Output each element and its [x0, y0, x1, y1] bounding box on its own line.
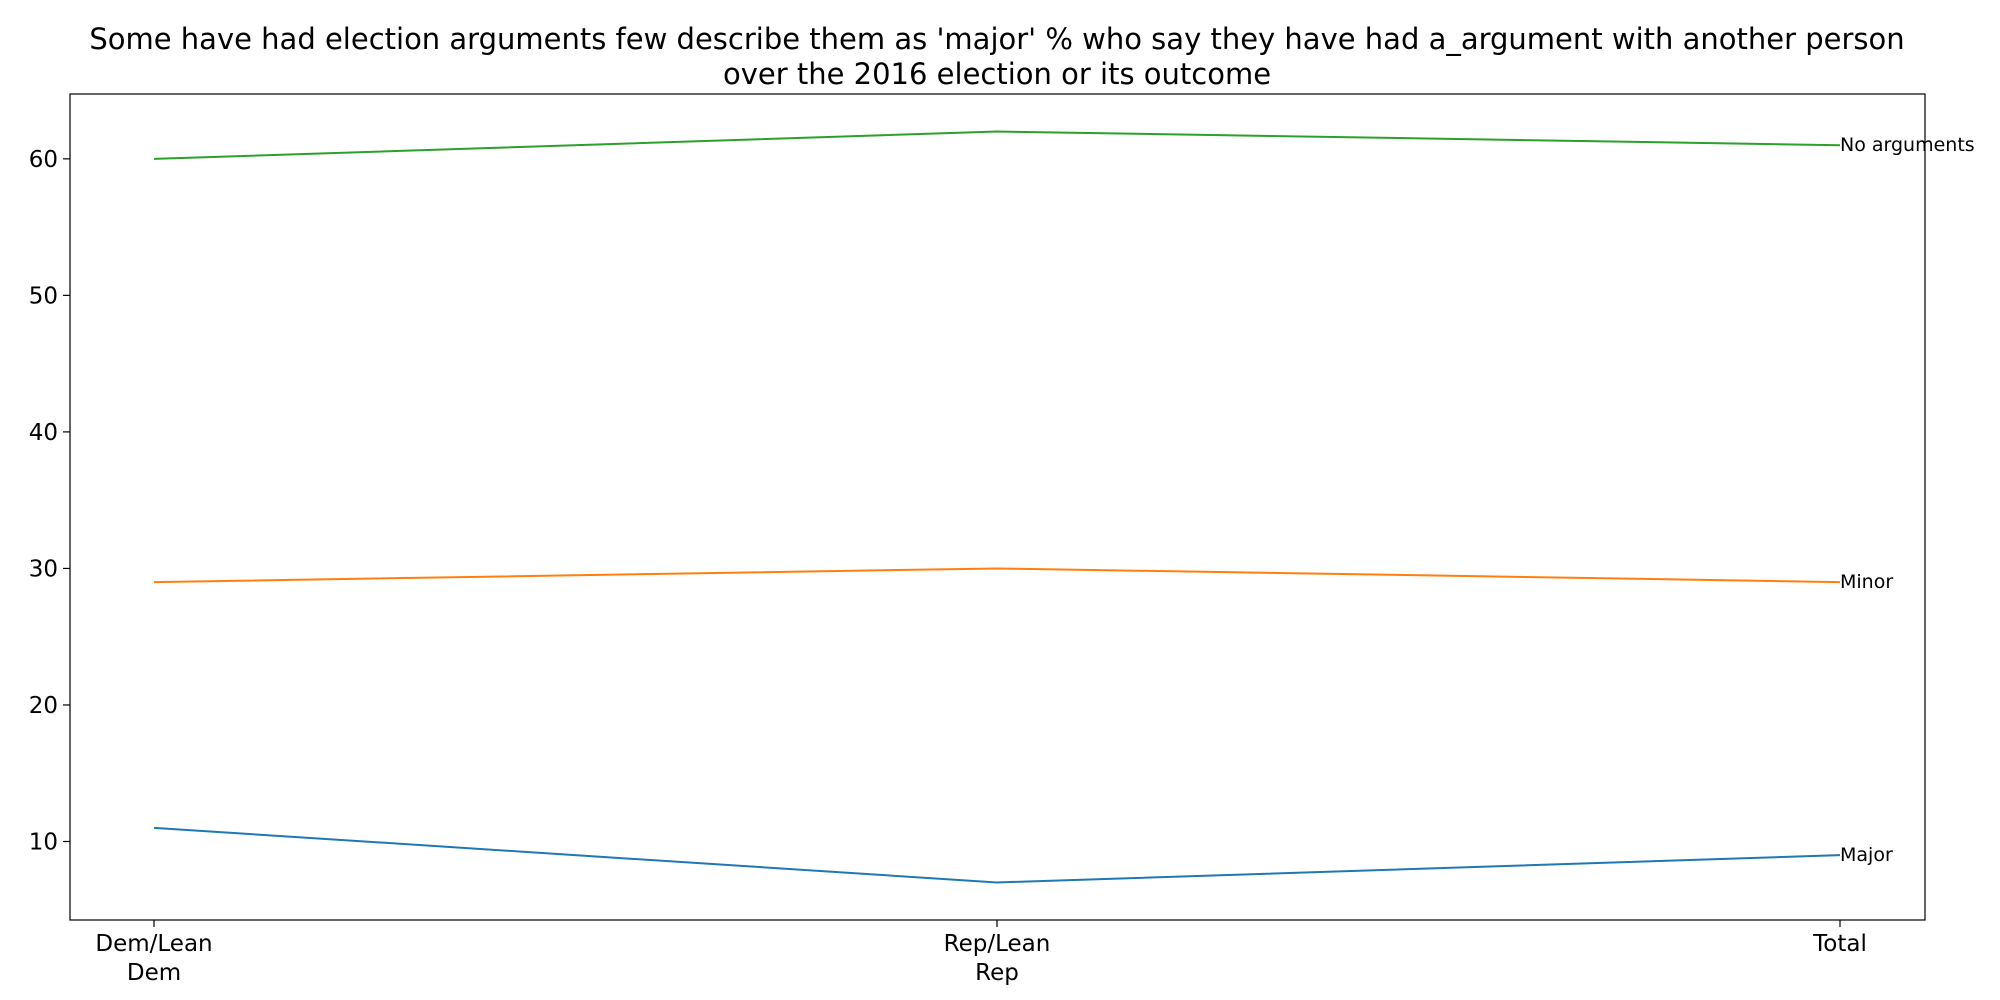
x-tick-label: Total — [1812, 931, 1867, 957]
y-tick-label: 30 — [29, 556, 58, 582]
chart-title-line-2: over the 2016 election or its outcome — [723, 57, 1271, 91]
chart-title: Some have had election arguments few des… — [89, 22, 1904, 91]
y-tick-label: 10 — [29, 829, 58, 855]
series-lines — [153, 130, 1841, 884]
y-tick-label: 60 — [29, 147, 58, 173]
x-tick-label: Dem/Lean — [95, 931, 212, 957]
plot-area-frame — [69, 93, 1926, 921]
y-tick-label: 20 — [29, 693, 58, 719]
x-tick-label: Dem — [127, 960, 181, 986]
series-end-label: No arguments — [1840, 134, 1975, 156]
series-end-labels: Major Minor No arguments — [1840, 134, 1975, 866]
series-line-minor — [153, 567, 1841, 584]
series-line-major — [153, 826, 1841, 884]
series-end-label: Major — [1840, 844, 1893, 866]
chart-title-line-1: Some have had election arguments few des… — [89, 22, 1904, 56]
series-line-no-arguments — [153, 130, 1841, 160]
y-axis: 10 20 30 40 50 60 — [29, 147, 70, 855]
series-end-label: Minor — [1840, 571, 1893, 593]
y-tick-label: 40 — [29, 420, 58, 446]
y-tick-label: 50 — [29, 283, 58, 309]
x-tick-label: Rep — [975, 960, 1019, 986]
x-axis: Dem/Lean Dem Rep/Lean Rep Total — [95, 920, 1867, 986]
x-tick-label: Rep/Lean — [944, 931, 1051, 957]
